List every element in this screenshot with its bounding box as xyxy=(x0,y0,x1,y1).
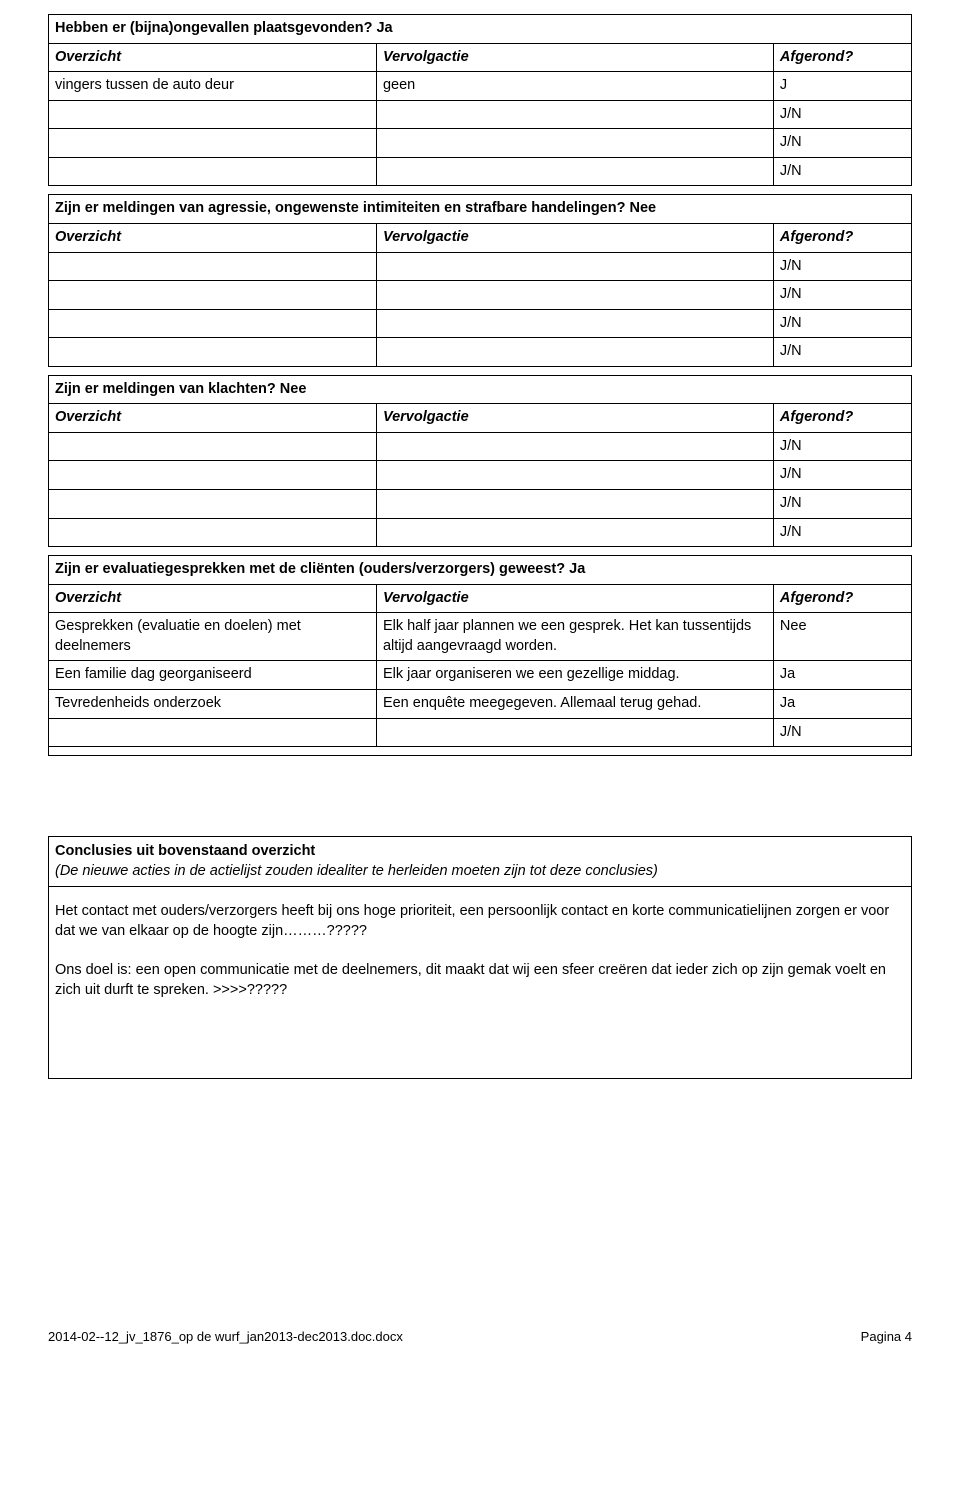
cell-afgerond: J/N xyxy=(773,157,911,186)
table-row: J/N xyxy=(49,432,912,461)
cell-overzicht xyxy=(49,432,377,461)
cell-vervolg xyxy=(376,281,773,310)
section-2-title: Zijn er meldingen van agressie, ongewens… xyxy=(49,195,912,224)
table-row: vingers tussen de auto deur geen J xyxy=(49,72,912,101)
cell-afgerond: J/N xyxy=(773,281,911,310)
conclusion-body: Het contact met ouders/verzorgers heeft … xyxy=(49,887,911,1078)
cell-afgerond: J/N xyxy=(773,129,911,158)
col-overzicht: Overzicht xyxy=(49,404,377,433)
page: Hebben er (bijna)ongevallen plaatsgevond… xyxy=(0,0,960,1109)
conclusion-head: Conclusies uit bovenstaand overzicht (De… xyxy=(49,837,911,887)
cell-vervolg xyxy=(376,157,773,186)
cell-afgerond: J xyxy=(773,72,911,101)
cell-overzicht xyxy=(49,252,377,281)
cell-vervolg xyxy=(376,432,773,461)
cell-afgerond: J/N xyxy=(773,252,911,281)
footer-filename: 2014-02--12_jv_1876_op de wurf_jan2013-d… xyxy=(48,1329,403,1344)
table-row: J/N xyxy=(49,718,912,747)
cell-afgerond: J/N xyxy=(773,338,911,367)
table-row: J/N xyxy=(49,129,912,158)
table-row: J/N xyxy=(49,281,912,310)
cell-vervolg: geen xyxy=(376,72,773,101)
footer: 2014-02--12_jv_1876_op de wurf_jan2013-d… xyxy=(0,1109,960,1344)
cell-overzicht xyxy=(49,157,377,186)
table-row: J/N xyxy=(49,157,912,186)
col-vervolgactie: Vervolgactie xyxy=(376,584,773,613)
table-row: Gesprekken (evaluatie en doelen) met dee… xyxy=(49,613,912,661)
cell-vervolg xyxy=(376,129,773,158)
col-overzicht: Overzicht xyxy=(49,43,377,72)
cell-vervolg xyxy=(376,518,773,547)
cell-vervolg: Elk jaar organiseren we een gezellige mi… xyxy=(376,661,773,690)
cell-afgerond: Nee xyxy=(773,613,911,661)
table-row: J/N xyxy=(49,338,912,367)
conclusion-paragraph-2: Ons doel is: een open communicatie met d… xyxy=(55,960,905,1001)
cell-afgerond: Ja xyxy=(773,661,911,690)
cell-vervolg xyxy=(376,461,773,490)
cell-vervolg xyxy=(376,252,773,281)
cell-overzicht xyxy=(49,518,377,547)
table-row: J/N xyxy=(49,490,912,519)
section-3-title: Zijn er meldingen van klachten? Nee xyxy=(49,375,912,404)
col-afgerond: Afgerond? xyxy=(773,223,911,252)
cell-overzicht: vingers tussen de auto deur xyxy=(49,72,377,101)
cell-overzicht xyxy=(49,461,377,490)
section-4-title: Zijn er evaluatiegesprekken met de cliën… xyxy=(49,556,912,585)
col-afgerond: Afgerond? xyxy=(773,404,911,433)
cell-afgerond: J/N xyxy=(773,490,911,519)
footer-page-number: Pagina 4 xyxy=(861,1329,912,1344)
cell-overzicht xyxy=(49,338,377,367)
table-row: J/N xyxy=(49,461,912,490)
cell-overzicht: Een familie dag georganiseerd xyxy=(49,661,377,690)
section-4-closer xyxy=(49,747,912,756)
cell-overzicht xyxy=(49,718,377,747)
table-row: J/N xyxy=(49,100,912,129)
conclusion-box: Conclusies uit bovenstaand overzicht (De… xyxy=(48,836,912,1079)
cell-overzicht xyxy=(49,309,377,338)
cell-afgerond: J/N xyxy=(773,432,911,461)
col-vervolgactie: Vervolgactie xyxy=(376,223,773,252)
cell-vervolg: Een enquête meegegeven. Allemaal terug g… xyxy=(376,689,773,718)
cell-overzicht: Tevredenheids onderzoek xyxy=(49,689,377,718)
cell-afgerond: J/N xyxy=(773,518,911,547)
cell-overzicht xyxy=(49,129,377,158)
cell-vervolg: Elk half jaar plannen we een gesprek. He… xyxy=(376,613,773,661)
cell-overzicht xyxy=(49,490,377,519)
cell-vervolg xyxy=(376,100,773,129)
col-vervolgactie: Vervolgactie xyxy=(376,404,773,433)
cell-vervolg xyxy=(376,718,773,747)
cell-overzicht xyxy=(49,100,377,129)
cell-vervolg xyxy=(376,490,773,519)
col-vervolgactie: Vervolgactie xyxy=(376,43,773,72)
table-row: Een familie dag georganiseerd Elk jaar o… xyxy=(49,661,912,690)
col-overzicht: Overzicht xyxy=(49,584,377,613)
cell-afgerond: J/N xyxy=(773,718,911,747)
conclusion-paragraph-1: Het contact met ouders/verzorgers heeft … xyxy=(55,901,905,942)
section-2: Zijn er meldingen van agressie, ongewens… xyxy=(48,194,912,366)
section-4: Zijn er evaluatiegesprekken met de cliën… xyxy=(48,555,912,756)
col-afgerond: Afgerond? xyxy=(773,43,911,72)
table-row: Tevredenheids onderzoek Een enquête meeg… xyxy=(49,689,912,718)
table-row: J/N xyxy=(49,309,912,338)
cell-afgerond: J/N xyxy=(773,100,911,129)
cell-vervolg xyxy=(376,338,773,367)
col-afgerond: Afgerond? xyxy=(773,584,911,613)
conclusion-title: Conclusies uit bovenstaand overzicht xyxy=(55,843,315,859)
cell-overzicht xyxy=(49,281,377,310)
col-overzicht: Overzicht xyxy=(49,223,377,252)
conclusion-subtitle: (De nieuwe acties in de actielijst zoude… xyxy=(55,863,658,879)
cell-afgerond: J/N xyxy=(773,309,911,338)
cell-vervolg xyxy=(376,309,773,338)
cell-afgerond: J/N xyxy=(773,461,911,490)
section-1-title: Hebben er (bijna)ongevallen plaatsgevond… xyxy=(49,15,912,44)
table-row: J/N xyxy=(49,518,912,547)
section-3: Zijn er meldingen van klachten? Nee Over… xyxy=(48,375,912,547)
cell-overzicht: Gesprekken (evaluatie en doelen) met dee… xyxy=(49,613,377,661)
section-1: Hebben er (bijna)ongevallen plaatsgevond… xyxy=(48,14,912,186)
cell-afgerond: Ja xyxy=(773,689,911,718)
table-row: J/N xyxy=(49,252,912,281)
